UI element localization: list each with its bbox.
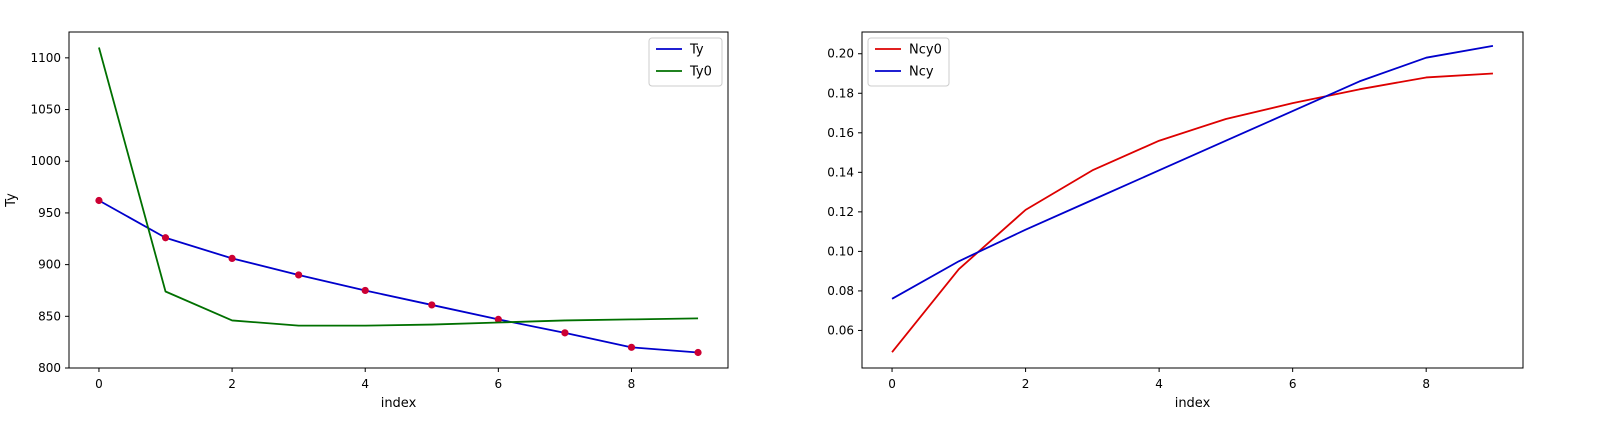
y-tick-label: 950: [38, 206, 61, 220]
y-tick-label: 0.08: [827, 284, 854, 298]
y-tick-label: 0.16: [827, 126, 854, 140]
data-point-ty: [95, 196, 103, 205]
data-point-ty: [361, 286, 369, 295]
y-tick-label: 0.06: [827, 323, 854, 337]
x-tick-label: 2: [1022, 377, 1030, 391]
x-tick-label: 6: [1289, 377, 1297, 391]
x-axis-label: index: [1175, 396, 1211, 411]
y-tick-label: 1000: [30, 154, 61, 168]
data-point-ty: [494, 315, 502, 324]
series-line-ty0: [98, 47, 699, 327]
x-tick-label: 8: [1422, 377, 1430, 391]
x-tick-label: 8: [628, 377, 636, 391]
y-tick-label: 0.14: [827, 165, 854, 179]
y-tick-label: 1050: [30, 103, 61, 117]
legend-box: [648, 37, 723, 87]
y-tick-label: 0.10: [827, 244, 854, 258]
y-tick-label: 800: [38, 361, 61, 375]
series-line-ncy0: [891, 72, 1494, 353]
x-tick-label: 0: [95, 377, 103, 391]
legend-label-ncy: Ncy: [909, 65, 934, 80]
plot-frame: [68, 31, 729, 369]
chart-panel-2: 0 2 4 6 8 0.06 0.08 0.10 0.12 0.14 0.16 0.18 0.20 ind…: [827, 31, 1524, 411]
y-tick-label: 850: [38, 309, 61, 323]
legend-label-ty: Ty: [689, 43, 704, 58]
y-tick-label: 1100: [30, 51, 61, 65]
x-axis-label: index: [381, 396, 417, 411]
legend: Ty Ty0: [648, 37, 723, 87]
data-point-ty: [627, 343, 636, 351]
y-tick-label: 0.12: [827, 205, 854, 219]
plot-frame: [861, 31, 1524, 369]
y-tick-label: 0.20: [827, 47, 854, 61]
legend-box: [867, 37, 950, 87]
x-tick-label: 6: [495, 377, 503, 391]
data-point-ty: [228, 254, 236, 263]
y-tick-label: 900: [38, 258, 61, 272]
data-point-ty: [694, 348, 702, 357]
series-line-ncy: [891, 44, 1494, 300]
data-point-ty: [161, 234, 170, 242]
x-tick-label: 2: [228, 377, 236, 391]
data-point-ty: [428, 301, 436, 309]
x-tick-label: 4: [1155, 377, 1163, 391]
series-line-ty: [98, 199, 699, 354]
legend-label-ncy0: Ncy0: [909, 43, 942, 58]
y-axis-label: Ty: [4, 193, 19, 208]
x-tick-label: 0: [888, 377, 896, 391]
legend: Ncy0 Ncy: [867, 37, 950, 87]
data-point-ty: [295, 271, 303, 279]
chart-panel-1: 0 2 4 6 8800850900950100010501100indexTyTyTy…: [4, 31, 729, 411]
x-tick-label: 4: [361, 377, 369, 391]
legend-label-ty0: Ty0: [689, 65, 712, 80]
y-tick-label: 0.18: [827, 86, 854, 100]
data-point-ty: [561, 329, 569, 337]
